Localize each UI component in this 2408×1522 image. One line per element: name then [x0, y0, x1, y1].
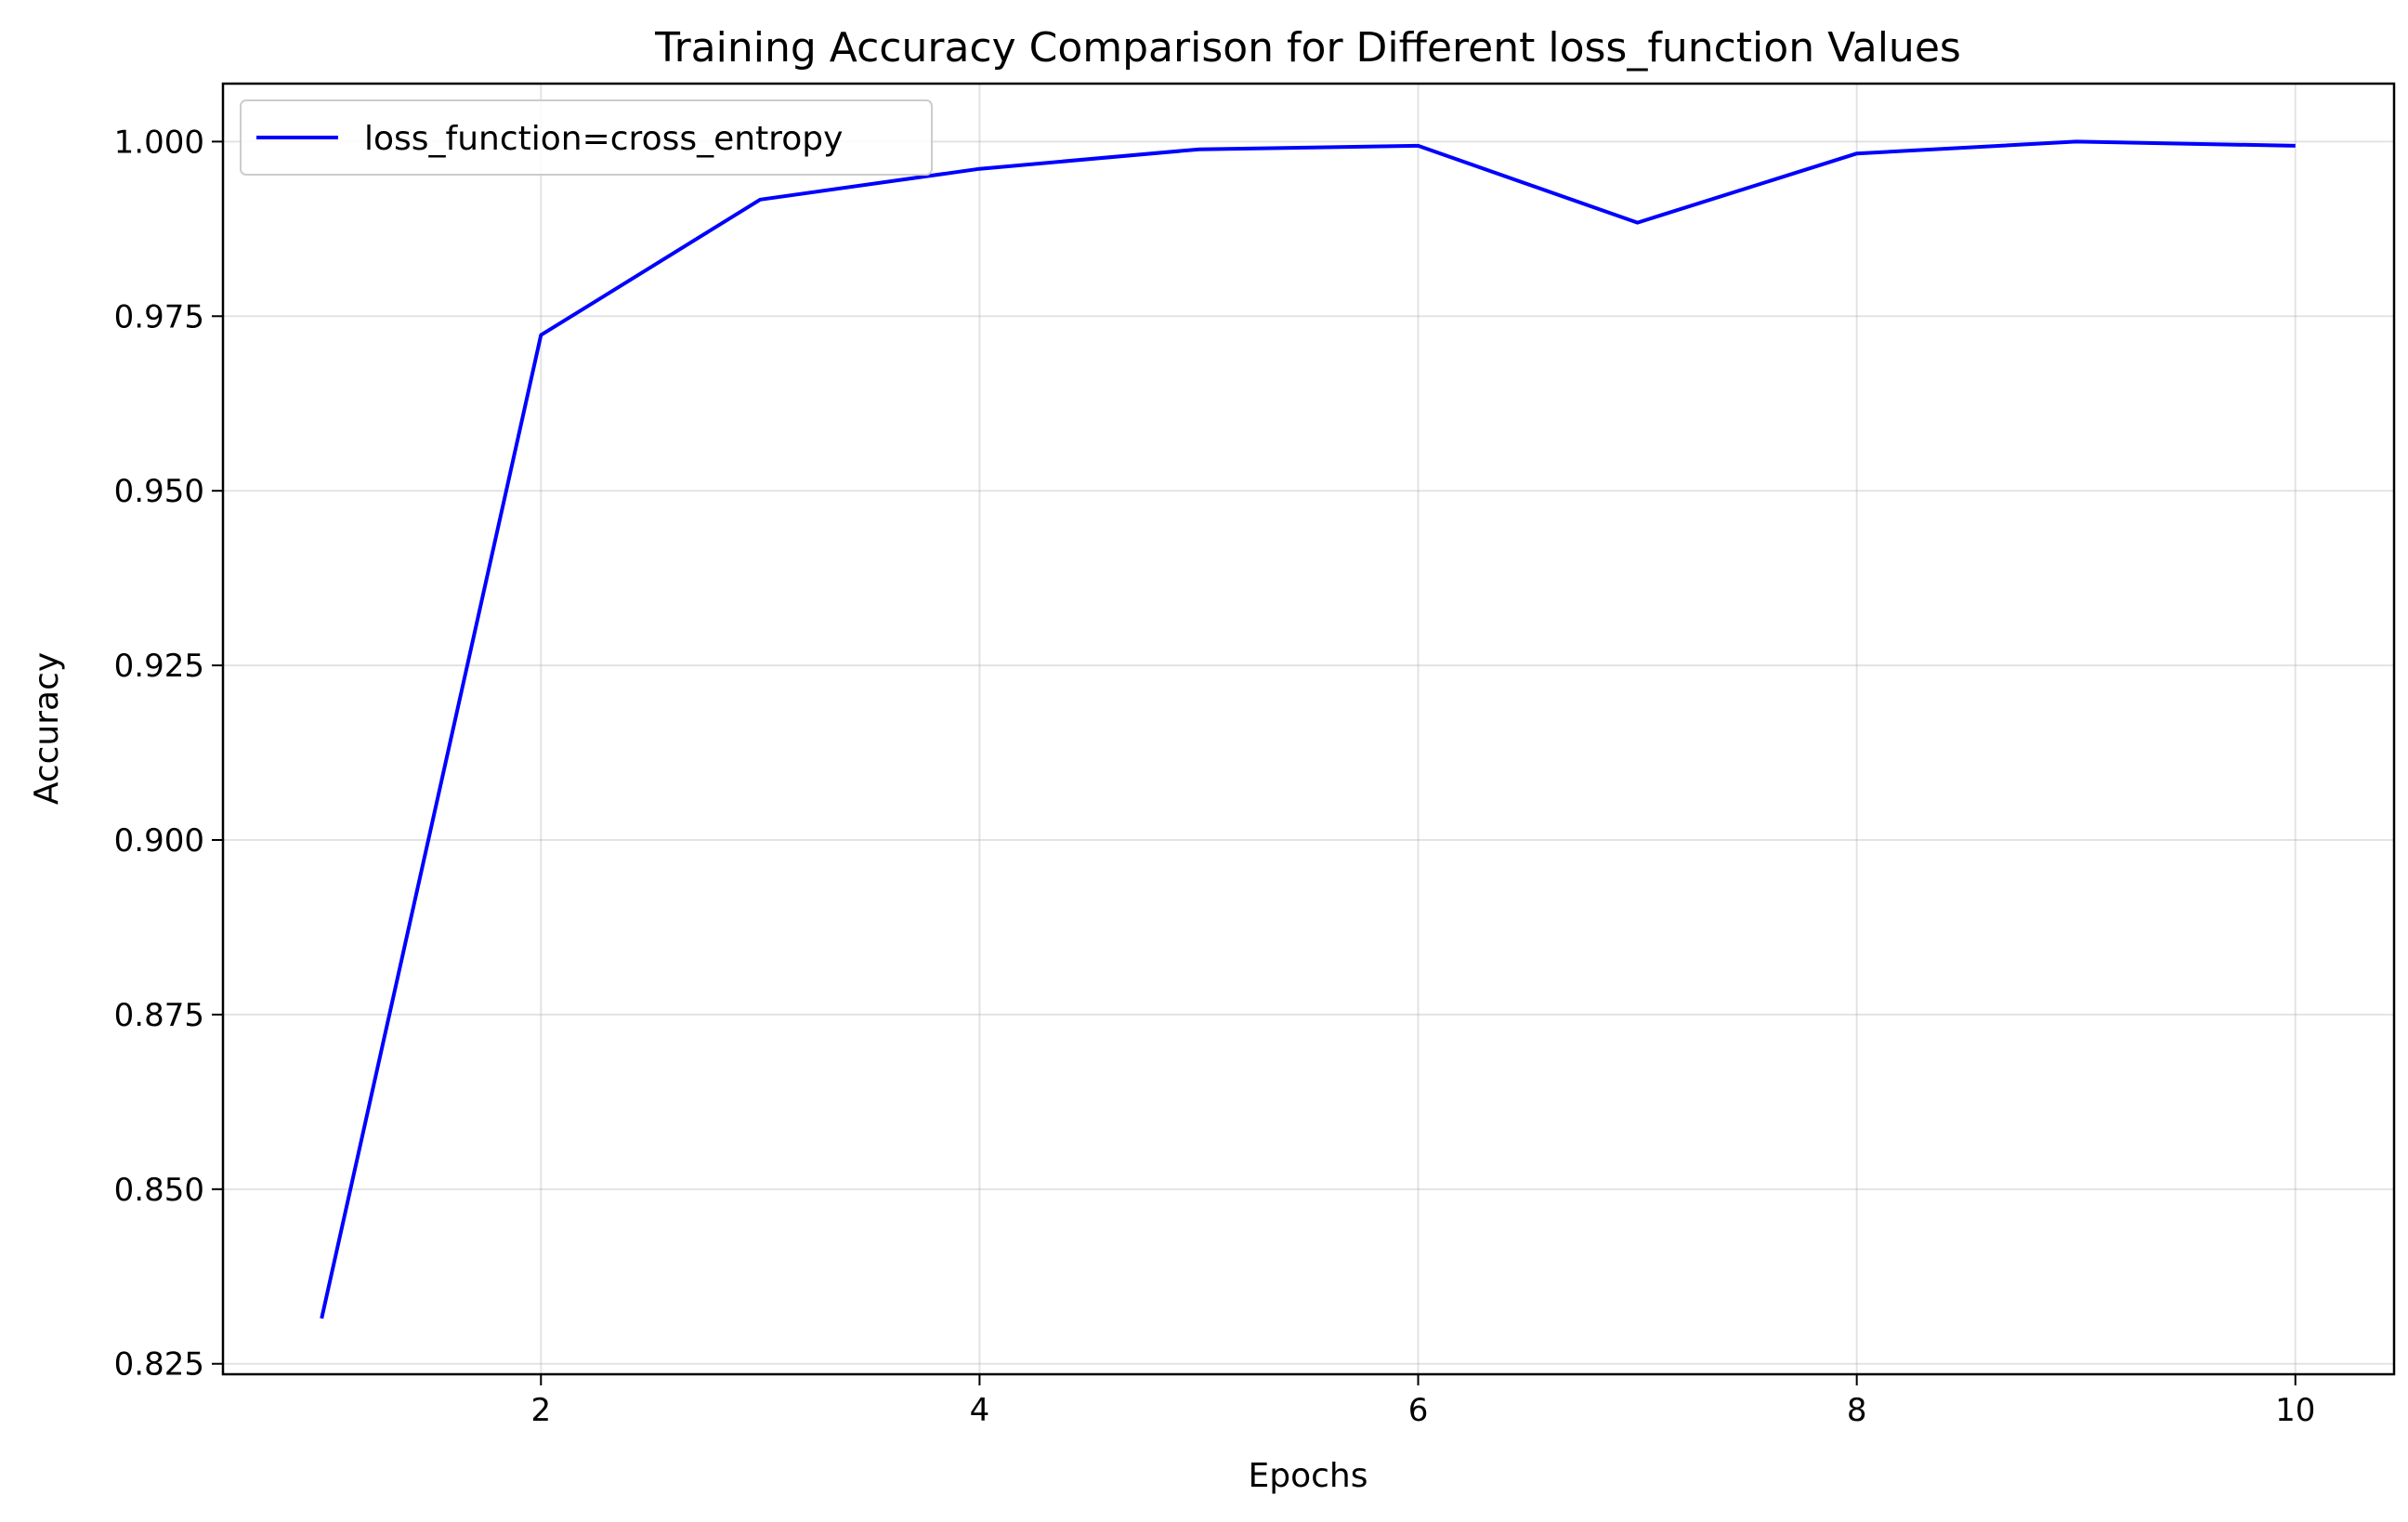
legend-label: loss_function=cross_entropy	[364, 120, 843, 158]
y-tick-label: 0.825	[114, 1346, 204, 1384]
y-tick-label: 0.875	[114, 997, 204, 1034]
y-tick-label: 0.850	[114, 1172, 204, 1209]
x-tick-label: 8	[1847, 1392, 1867, 1429]
y-tick-label: 1.000	[114, 124, 204, 161]
legend: loss_function=cross_entropy	[240, 99, 933, 176]
plot-frame	[221, 82, 2396, 1376]
series-group	[320, 139, 2296, 1319]
legend-box	[240, 99, 933, 176]
x-tick-label: 2	[530, 1392, 551, 1429]
y-tick-label: 0.925	[114, 648, 204, 685]
axis-ticks: 2 4 6 8 10 0.825 0.850 0.875 0.900 0.925 0.950 0.97…	[114, 124, 2316, 1429]
y-tick-label: 0.975	[114, 298, 204, 335]
x-tick-label: 6	[1408, 1392, 1429, 1429]
y-axis-label: Accuracy	[28, 652, 66, 805]
y-tick-label: 0.900	[114, 822, 204, 859]
x-axis-label: Epochs	[1249, 1457, 1368, 1495]
grid	[223, 84, 2394, 1374]
x-tick-label: 10	[2275, 1392, 2315, 1429]
chart-title: Training Accuracy Comparison for Differe…	[654, 24, 1961, 72]
x-tick-label: 4	[970, 1392, 990, 1429]
y-tick-label: 0.950	[114, 473, 204, 510]
series-line	[320, 139, 2296, 1319]
